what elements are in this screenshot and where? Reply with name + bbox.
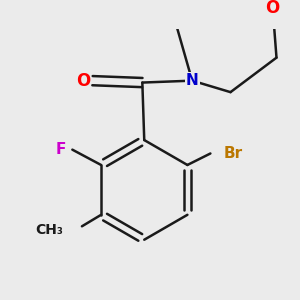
Text: N: N (186, 73, 199, 88)
Text: Br: Br (224, 146, 243, 161)
Text: F: F (56, 142, 66, 157)
Text: O: O (266, 0, 280, 17)
Text: O: O (76, 72, 90, 90)
Text: CH₃: CH₃ (35, 223, 63, 237)
